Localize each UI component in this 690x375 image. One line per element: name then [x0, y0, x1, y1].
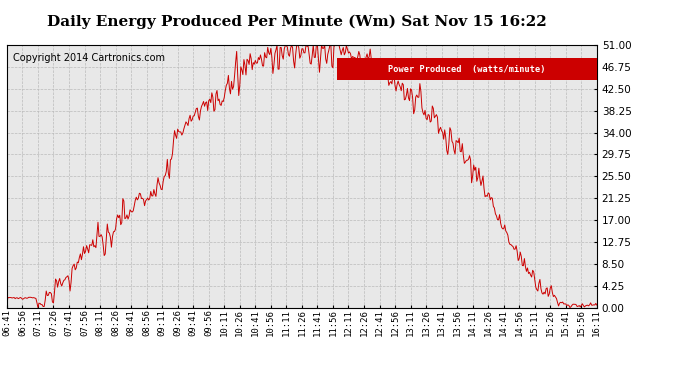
Text: Daily Energy Produced Per Minute (Wm) Sat Nov 15 16:22: Daily Energy Produced Per Minute (Wm) Sa…: [47, 15, 546, 29]
Text: Copyright 2014 Cartronics.com: Copyright 2014 Cartronics.com: [13, 53, 165, 63]
